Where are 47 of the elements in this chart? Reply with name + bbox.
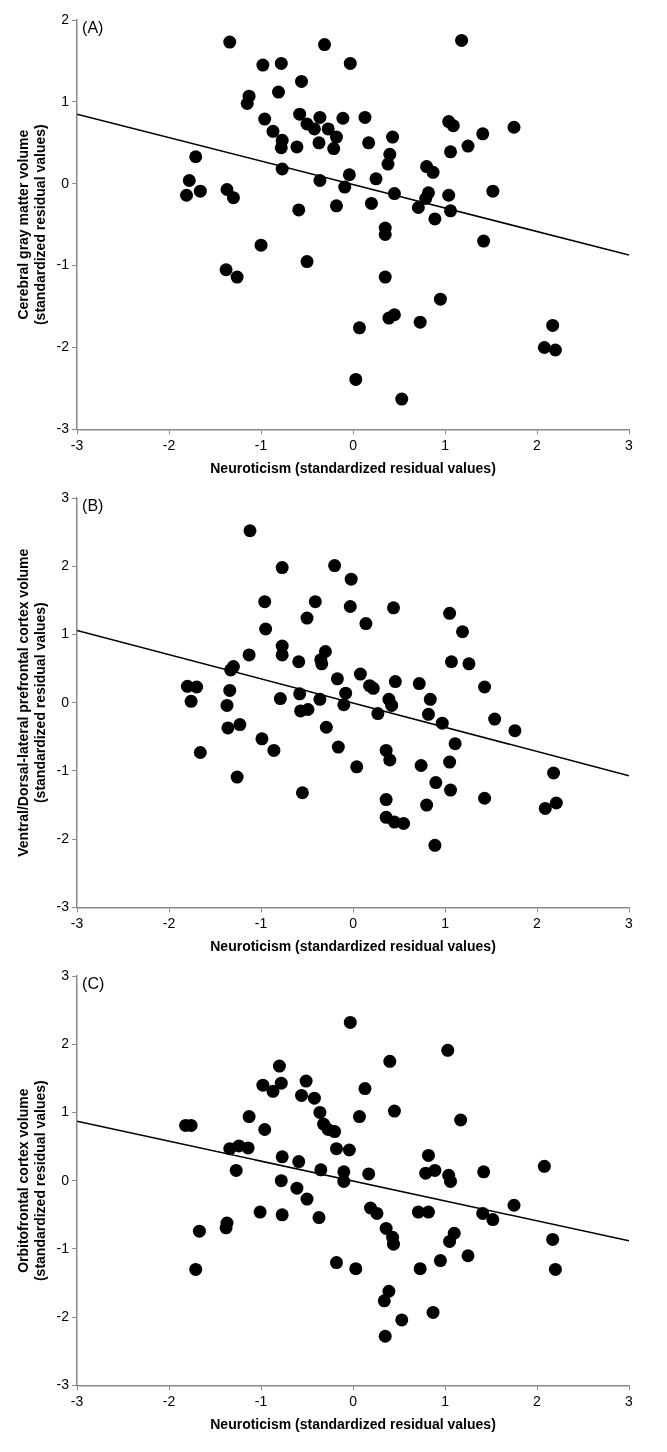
x-tick-label: 1 bbox=[441, 1392, 450, 1409]
x-tick-label: 0 bbox=[349, 436, 358, 453]
x-tick-label: 1 bbox=[441, 436, 450, 453]
y-tick-label: 1 bbox=[61, 625, 70, 642]
y-tick-label: -3 bbox=[56, 898, 70, 915]
y-tick-label: -3 bbox=[56, 1376, 70, 1393]
y-tick-label: -1 bbox=[56, 256, 70, 273]
x-tick-label: 2 bbox=[533, 1392, 542, 1409]
x-tick-label: -2 bbox=[162, 436, 176, 453]
y-tick-label: 1 bbox=[61, 92, 70, 109]
y-axis-title: Ventral/Dorsal-lateral prefrontal cortex volume (standardized residual values) bbox=[15, 548, 49, 857]
y-axis-title: Orbitofrontal cortex volume (standardized residual values) bbox=[15, 1080, 49, 1282]
chart-title: (B) bbox=[82, 497, 104, 515]
y-tick-label: 0 bbox=[61, 1171, 70, 1188]
y-tick-label: -1 bbox=[56, 761, 70, 778]
x-tick-label: -2 bbox=[162, 914, 176, 931]
y-tick-label: 0 bbox=[61, 174, 70, 191]
x-tick-label: 3 bbox=[625, 436, 634, 453]
y-tick-label: 1 bbox=[61, 1103, 70, 1120]
y-tick-label: -3 bbox=[56, 420, 70, 437]
x-tick-label: 3 bbox=[625, 914, 634, 931]
x-tick-label: -1 bbox=[254, 436, 268, 453]
chart-title: (A) bbox=[82, 19, 104, 37]
x-axis-title: Neuroticism (standardized residual values) bbox=[210, 938, 496, 955]
x-tick-label: 2 bbox=[533, 436, 542, 453]
y-tick-label: -1 bbox=[56, 1239, 70, 1256]
x-axis-title: Neuroticism (standardized residual values) bbox=[210, 460, 496, 477]
y-axis-title: Cerebral gray matter volume (standardized residual values) bbox=[15, 124, 49, 326]
x-tick-label: -1 bbox=[254, 1392, 268, 1409]
y-tick-label: -2 bbox=[56, 1308, 70, 1325]
x-tick-label: 0 bbox=[349, 1392, 358, 1409]
chart-title: (C) bbox=[82, 975, 105, 993]
x-tick-label: 3 bbox=[625, 1392, 634, 1409]
y-tick-label: 2 bbox=[61, 1035, 70, 1052]
y-tick-label: 3 bbox=[61, 966, 70, 983]
x-tick-label: -2 bbox=[162, 1392, 176, 1409]
x-tick-label: 1 bbox=[441, 914, 450, 931]
y-tick-label: 3 bbox=[61, 488, 70, 505]
y-tick-label: -2 bbox=[56, 830, 70, 847]
y-tick-label: 0 bbox=[61, 693, 70, 710]
x-axis-title: Neuroticism (standardized residual values) bbox=[210, 1416, 496, 1433]
y-tick-label: -2 bbox=[56, 338, 70, 355]
x-tick-label: -1 bbox=[254, 914, 268, 931]
x-tick-label: 0 bbox=[349, 914, 358, 931]
y-tick-label: 2 bbox=[61, 557, 70, 574]
x-tick-label: 2 bbox=[533, 914, 542, 931]
y-tick-label: 2 bbox=[61, 10, 70, 27]
